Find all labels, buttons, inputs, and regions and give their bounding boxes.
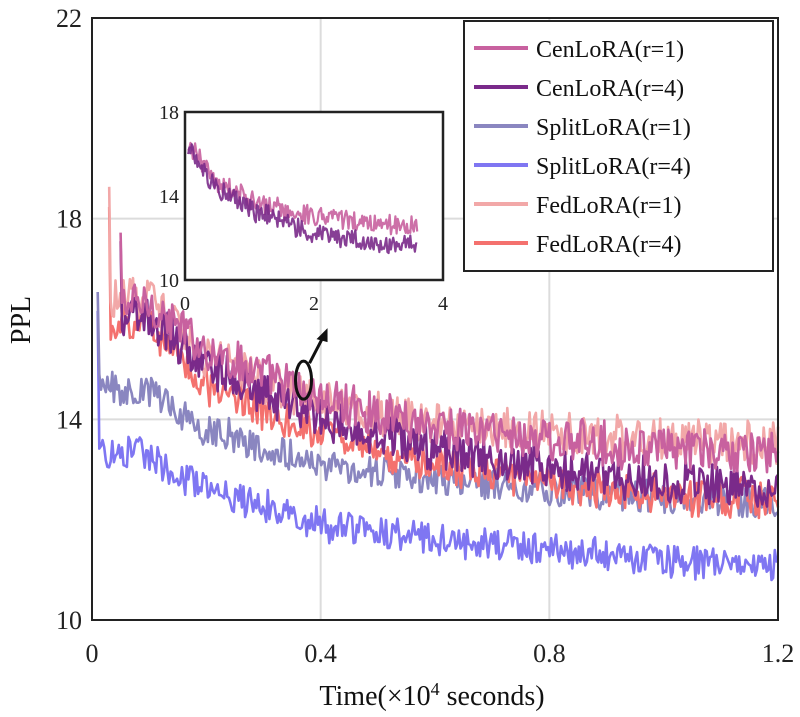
series-line-CenLoRA(r=4) [119, 241, 780, 508]
inset-series-line-CenLoRA(r=4) [187, 143, 418, 255]
y-tick-labels: 10 14 18 22 [56, 4, 82, 635]
inset-x-tick-label: 0 [180, 293, 190, 315]
y-axis-label: PPL [6, 296, 37, 344]
inset-frame [183, 110, 445, 282]
y-tick-label: 18 [56, 205, 82, 234]
x-tick-label: 0.8 [533, 639, 566, 668]
inset-x-tick-label: 2 [309, 293, 319, 315]
legend-item: CenLoRA(r=4) [474, 76, 684, 102]
main-series-group [96, 186, 780, 582]
series-line-SplitLoRA(r=4) [96, 310, 779, 582]
inset-y-tick-label: 10 [159, 270, 179, 292]
x-tick-label: 1.2 [762, 639, 795, 668]
annotation-ellipse [294, 359, 314, 401]
inset-y-tick-labels: 10 14 18 [159, 102, 179, 292]
legend-box [463, 20, 774, 272]
legend-label: CenLoRA(r=1) [536, 37, 684, 63]
annotation-arrow-head [316, 328, 328, 343]
inset-x-tick-labels: 0 2 4 [180, 293, 448, 315]
inset-y-tick-label: 18 [159, 102, 179, 124]
inset-x-tick-label: 4 [438, 293, 448, 315]
legend-item: CenLoRA(r=1) [474, 37, 684, 63]
inset-chart: 10 14 18 0 2 4 [159, 102, 448, 315]
inset-y-tick-label: 14 [159, 186, 179, 208]
annotation-arrow [308, 335, 325, 364]
inset-series-group [187, 141, 419, 255]
legend: CenLoRA(r=1) CenLoRA(r=4) SplitLoRA(r=1) Sp… [463, 20, 774, 272]
y-tick-label: 14 [56, 405, 82, 434]
legend-item: FedLoRA(r=4) [474, 232, 682, 258]
legend-label: SplitLoRA(r=1) [536, 115, 691, 141]
y-tick-label: 10 [56, 606, 82, 635]
legend-label: SplitLoRA(r=4) [536, 154, 691, 180]
plot-frame [91, 17, 779, 621]
series-line-FedLoRA(r=4) [107, 206, 780, 520]
x-tick-labels: 0 0.4 0.8 1.2 [86, 639, 795, 668]
legend-item: SplitLoRA(r=1) [474, 115, 691, 141]
legend-item: FedLoRA(r=1) [474, 193, 682, 219]
legend-label: CenLoRA(r=4) [536, 76, 684, 102]
zoom-annotation [294, 328, 328, 401]
y-tick-label: 22 [56, 4, 82, 33]
x-axis-label-main: Time(×10 [319, 681, 430, 712]
legend-label: FedLoRA(r=1) [536, 193, 682, 219]
inset-series-line-CenLoRA(r=1) [187, 141, 419, 236]
x-tick-label: 0 [86, 639, 99, 668]
legend-item: SplitLoRA(r=4) [474, 154, 691, 180]
x-axis-label: Time(×104 seconds) [319, 679, 544, 712]
legend-label: FedLoRA(r=4) [536, 232, 682, 258]
series-line-CenLoRA(r=1) [119, 232, 780, 474]
x-axis-label-sup: 4 [431, 679, 440, 699]
x-axis-label-tail: seconds) [440, 681, 545, 712]
x-tick-label: 0.4 [304, 639, 337, 668]
